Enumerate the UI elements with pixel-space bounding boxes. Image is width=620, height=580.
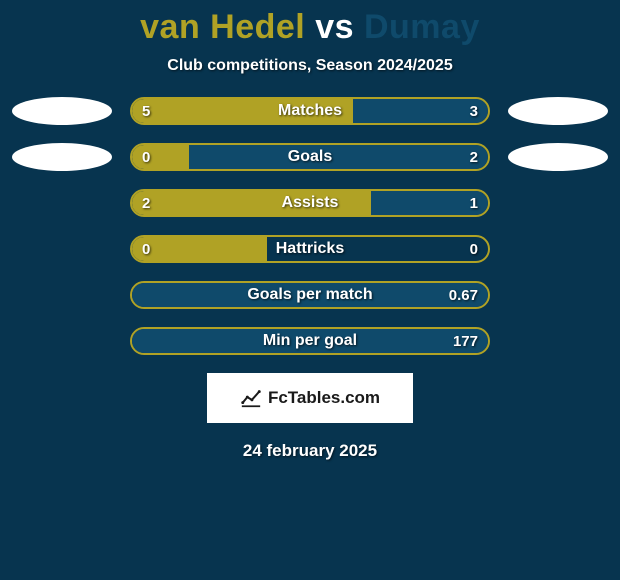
stat-value-right: 1 — [470, 191, 478, 215]
team-badge-right — [508, 143, 608, 171]
vs-text: vs — [315, 8, 354, 46]
stat-row: 21Assists — [10, 189, 610, 217]
stat-value-left: 0 — [142, 145, 150, 169]
bar-fill-right — [132, 283, 488, 307]
subtitle: Club competitions, Season 2024/2025 — [0, 57, 620, 75]
footer-date: 24 february 2025 — [0, 441, 620, 461]
bar-fill-left — [132, 145, 189, 169]
bar-fill-left — [132, 191, 371, 215]
stat-value-left: 5 — [142, 99, 150, 123]
player2-name: Dumay — [364, 8, 480, 46]
stat-row: 177Min per goal — [10, 327, 610, 355]
team-badge-left — [12, 97, 112, 125]
bar-fill-right — [132, 329, 488, 353]
bar-fill-right — [353, 99, 488, 123]
stat-bar: 177Min per goal — [130, 327, 490, 355]
stat-row: 02Goals — [10, 143, 610, 171]
player1-name: van Hedel — [140, 8, 305, 46]
brand-text: FcTables.com — [268, 388, 380, 408]
stat-value-right: 3 — [470, 99, 478, 123]
team-badge-left — [12, 143, 112, 171]
fctables-logo[interactable]: FcTables.com — [207, 373, 413, 423]
stat-bar: 02Goals — [130, 143, 490, 171]
stat-bar: 53Matches — [130, 97, 490, 125]
stat-row: 0.67Goals per match — [10, 281, 610, 309]
stat-value-left: 0 — [142, 237, 150, 261]
bar-fill-left — [132, 237, 267, 261]
stat-value-right: 0 — [470, 237, 478, 261]
stat-bar: 00Hattricks — [130, 235, 490, 263]
stat-value-left: 2 — [142, 191, 150, 215]
chart-icon — [240, 387, 262, 409]
stat-bar: 0.67Goals per match — [130, 281, 490, 309]
bar-fill-left — [132, 99, 353, 123]
stat-value-right: 0.67 — [449, 283, 478, 307]
bar-fill-right — [189, 145, 488, 169]
stats-container: 53Matches02Goals21Assists00Hattricks0.67… — [0, 97, 620, 355]
stat-value-right: 2 — [470, 145, 478, 169]
stat-row: 53Matches — [10, 97, 610, 125]
comparison-title: van Hedel vs Dumay — [0, 0, 620, 47]
team-badge-right — [508, 97, 608, 125]
stat-row: 00Hattricks — [10, 235, 610, 263]
stat-value-right: 177 — [453, 329, 478, 353]
stat-bar: 21Assists — [130, 189, 490, 217]
